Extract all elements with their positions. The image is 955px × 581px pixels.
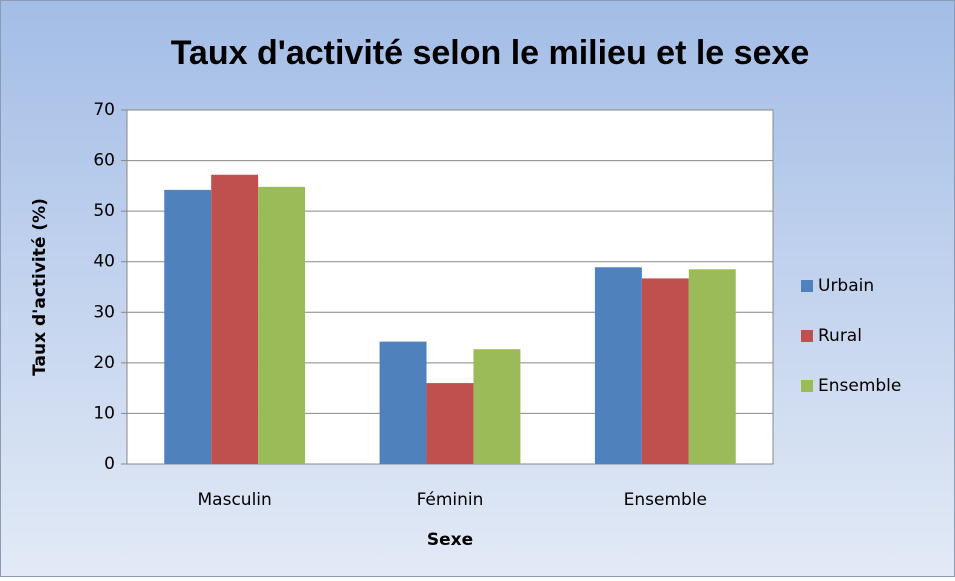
- bar: [594, 267, 642, 464]
- x-axis-title: Sexe: [427, 530, 473, 550]
- legend-label: Urbain: [818, 276, 874, 296]
- x-tick-label: Masculin: [198, 490, 272, 510]
- bar: [426, 383, 474, 464]
- y-tick-label: 20: [93, 353, 115, 373]
- y-tick-label: 10: [93, 403, 115, 423]
- y-tick-label: 40: [93, 252, 115, 272]
- bar: [258, 186, 306, 464]
- bar: [688, 269, 736, 464]
- bar: [473, 349, 521, 464]
- chart-title: Taux d'activité selon le milieu et le se…: [171, 34, 810, 72]
- y-tick-label: 50: [93, 201, 115, 221]
- y-tick-label: 0: [104, 454, 115, 474]
- legend-label: Rural: [818, 326, 862, 346]
- legend-label: Ensemble: [818, 376, 901, 396]
- bar: [164, 189, 212, 464]
- x-tick-label: Ensemble: [624, 490, 707, 510]
- bar: [641, 278, 689, 464]
- legend-swatch: [801, 330, 813, 342]
- y-tick-label: 30: [93, 302, 115, 322]
- bar: [211, 174, 259, 464]
- legend-swatch: [801, 280, 813, 292]
- y-tick-label: 70: [93, 100, 115, 120]
- x-tick-label: Féminin: [417, 490, 484, 510]
- bar: [379, 341, 427, 464]
- legend-swatch: [801, 380, 813, 392]
- y-tick-label: 60: [93, 151, 115, 171]
- y-axis-title: Taux d'activité (%): [30, 198, 50, 376]
